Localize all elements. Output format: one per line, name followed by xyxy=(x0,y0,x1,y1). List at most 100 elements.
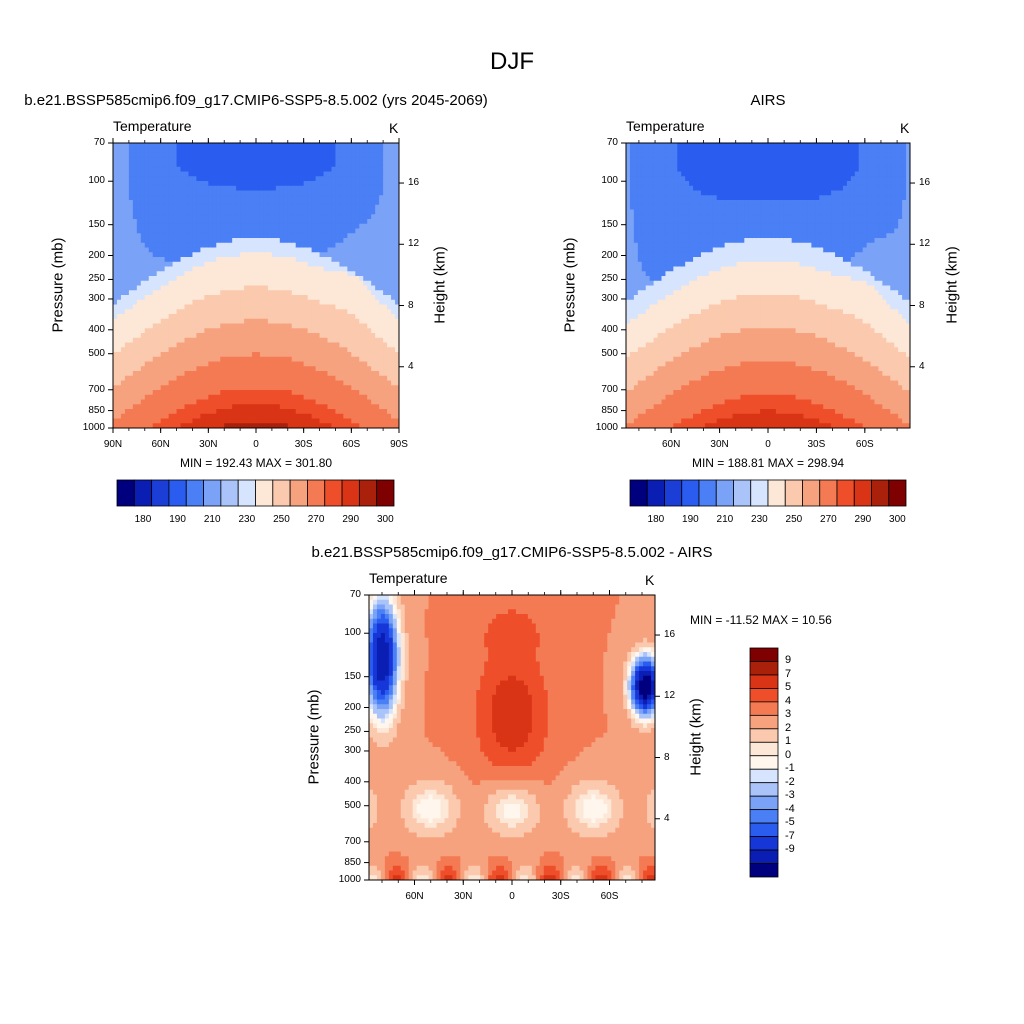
obs-colorbar-swatch xyxy=(836,479,855,507)
obs-colorbar-label: 250 xyxy=(785,514,803,525)
model-xtick-label: 90S xyxy=(390,439,408,450)
obs-colorbar-swatch xyxy=(664,479,683,507)
obs-xtick-label: 30N xyxy=(710,439,729,450)
diff-colorbar-label: 5 xyxy=(785,681,792,694)
model-colorbar-swatch xyxy=(376,479,395,507)
diff-colorbar-swatch xyxy=(749,755,779,770)
model-ytick-label: 500 xyxy=(88,347,105,359)
diff-colorbar-swatch xyxy=(749,647,779,662)
diff-ytick-label: 70 xyxy=(349,589,361,600)
model-colorbar-swatch xyxy=(358,479,378,507)
model-ytick-label: 400 xyxy=(88,323,105,335)
diff-colorbar-label: -1 xyxy=(785,762,795,775)
diff-colorbar-swatch xyxy=(749,849,779,864)
model-ytick-label: 200 xyxy=(88,249,105,261)
obs-ytick-label: 200 xyxy=(601,249,618,261)
diff-colorbar-label: 9 xyxy=(785,654,792,667)
obs-colorbar-swatch xyxy=(715,479,734,507)
obs-ytick-label: 250 xyxy=(601,273,618,285)
diff-xtick-label: 30S xyxy=(551,891,570,902)
diff-colorbar-swatch xyxy=(749,768,779,784)
obs-contour-fill xyxy=(626,143,910,428)
obs-xtick-label: 0 xyxy=(765,439,771,450)
diff-colorbar-label: -9 xyxy=(785,843,795,856)
obs-colorbar-label: 180 xyxy=(647,514,665,525)
diff-colorbar-label: 3 xyxy=(785,708,792,721)
diff-ylabel-right: Height (km) xyxy=(687,698,705,776)
obs-minmax: MIN = 188.81 MAX = 298.94 xyxy=(691,456,845,470)
model-contour-fill xyxy=(113,143,399,428)
model-ytick-label: 700 xyxy=(88,383,105,395)
diff-variable-label: Temperature xyxy=(369,570,448,586)
obs-colorbar-swatch xyxy=(871,479,890,507)
model-yright-tick-label: 12 xyxy=(408,238,420,250)
diff-colorbar-label: -5 xyxy=(785,816,795,829)
diff-ytick-label: 700 xyxy=(344,835,361,847)
obs-colorbar-label: 190 xyxy=(682,514,699,525)
model-colorbar-label: 180 xyxy=(134,514,152,525)
model-panel-title: b.e21.BSSP585cmip6.f09_g17.CMIP6-SSP5-8.… xyxy=(24,92,488,109)
model-yright-tick-label: 4 xyxy=(408,360,414,372)
obs-colorbar-swatch xyxy=(888,479,907,507)
diff-ytick-label: 150 xyxy=(344,670,361,682)
obs-ytick-label: 100 xyxy=(601,175,618,187)
obs-colorbar-label: 300 xyxy=(889,514,906,525)
diff-xtick-label: 60N xyxy=(405,891,424,902)
obs-colorbar-swatch xyxy=(819,479,838,507)
obs-ytick-label: 70 xyxy=(606,137,618,148)
diff-colorbar-swatch xyxy=(749,822,779,837)
diff-ytick-label: 850 xyxy=(344,856,361,868)
obs-yright-tick-label: 16 xyxy=(919,177,931,189)
obs-colorbar-swatch xyxy=(802,479,821,507)
model-colorbar-swatch xyxy=(341,479,360,507)
diff-colorbar-swatch xyxy=(749,782,779,797)
obs-units-label: K xyxy=(900,120,910,136)
model-xtick-label: 0 xyxy=(253,439,259,450)
diff-colorbar-swatch xyxy=(749,714,779,730)
diff-yright-tick-label: 4 xyxy=(664,812,670,824)
obs-colorbar-swatch xyxy=(853,479,872,507)
obs-ylabel-right: Height (km) xyxy=(943,246,961,324)
diff-xtick-label: 60S xyxy=(600,891,619,902)
diff-ytick-label: 500 xyxy=(344,799,361,811)
model-ytick-label: 70 xyxy=(93,137,105,148)
diff-colorbar-swatch xyxy=(749,809,779,824)
diff-ytick-label: 400 xyxy=(344,775,361,787)
model-colorbar-label: 230 xyxy=(238,514,256,525)
diff-colorbar-swatch xyxy=(749,701,779,716)
model-xtick-label: 90N xyxy=(103,439,123,450)
obs-colorbar-swatch xyxy=(733,479,752,507)
diff-ytick-label: 250 xyxy=(344,725,361,737)
model-ylabel-right: Height (km) xyxy=(431,246,449,324)
model-colorbar-label: 270 xyxy=(307,514,325,525)
model-colorbar-swatch xyxy=(151,479,170,507)
obs-colorbar-label: 210 xyxy=(716,514,734,525)
model-colorbar-swatch xyxy=(237,479,256,507)
obs-xtick-label: 30S xyxy=(807,439,826,450)
model-yright-tick-label: 16 xyxy=(408,177,420,189)
model-minmax: MIN = 192.43 MAX = 301.80 xyxy=(179,456,333,470)
obs-colorbar-swatch xyxy=(681,479,700,507)
obs-ytick-label: 700 xyxy=(601,383,618,395)
diff-panel-title: b.e21.BSSP585cmip6.f09_g17.CMIP6-SSP5-8.… xyxy=(311,544,713,561)
diff-colorbar-swatch xyxy=(749,674,779,689)
diff-colorbar-label: 2 xyxy=(785,721,792,734)
obs-variable-label: Temperature xyxy=(626,118,705,134)
obs-ytick-label: 300 xyxy=(601,292,618,304)
figure-title: DJF xyxy=(490,48,534,75)
diff-colorbar-swatch xyxy=(749,688,779,703)
model-colorbar-swatch xyxy=(272,479,291,507)
model-colorbar-label: 290 xyxy=(342,514,360,525)
model-colorbar-swatch xyxy=(116,479,135,507)
diff-colorbar-label: 1 xyxy=(785,735,792,748)
model-ytick-label: 100 xyxy=(88,175,105,187)
obs-colorbar-label: 290 xyxy=(854,514,872,525)
diff-ytick-label: 200 xyxy=(344,701,361,713)
diff-ytick-label: 300 xyxy=(344,744,361,756)
model-colorbar-swatch xyxy=(168,479,187,507)
diff-minmax: MIN = -11.52 MAX = 10.56 xyxy=(690,613,832,627)
diff-colorbar-label: 7 xyxy=(785,667,792,680)
diff-xtick-label: 0 xyxy=(509,891,515,902)
model-xtick-label: 60N xyxy=(151,439,170,450)
model-colorbar-swatch xyxy=(289,479,308,507)
